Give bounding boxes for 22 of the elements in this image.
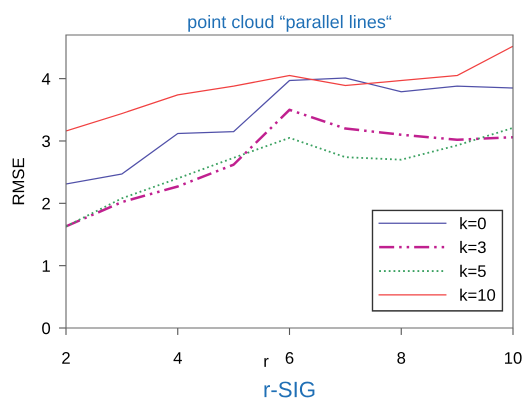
legend-label: k=0 — [460, 217, 486, 230]
y-tick-label: 2 — [42, 198, 50, 210]
line-series — [66, 108, 513, 228]
legend-label: k=3 — [460, 240, 486, 254]
line-series — [66, 77, 513, 185]
y-tick-label: 3 — [42, 135, 50, 148]
x-tick-label: 2 — [62, 352, 70, 364]
legend-label: k=10 — [460, 288, 496, 301]
line-series — [66, 126, 513, 228]
x-tick-label: 8 — [397, 352, 406, 364]
chart-title: point cloud “parallel lines“ — [188, 14, 392, 32]
y-tick-label: 4 — [42, 73, 50, 85]
legend-label: k=5 — [460, 264, 486, 278]
y-axis-title: RMSE — [12, 158, 24, 204]
x-tick-label: 10 — [505, 352, 522, 364]
x-tick-label: 6 — [286, 352, 294, 364]
text: r — [264, 358, 269, 367]
y-tick-label: 1 — [42, 260, 50, 272]
line-series — [66, 46, 513, 132]
x-tick-label: 4 — [174, 352, 182, 364]
y-tick-label: 0 — [42, 322, 50, 334]
x-axis-title: r-SIG — [264, 382, 314, 398]
